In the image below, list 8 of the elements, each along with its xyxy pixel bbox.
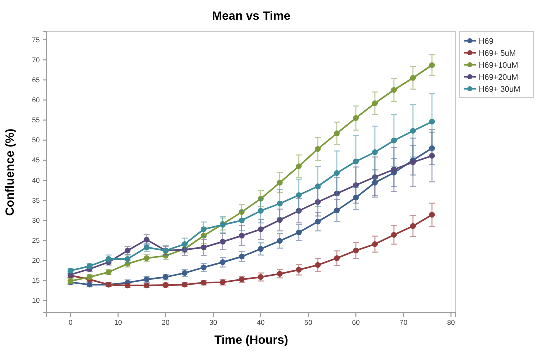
chart-title: Mean vs Time bbox=[212, 9, 292, 23]
legend-label: H69 bbox=[479, 37, 494, 46]
x-axis-title: Time (Hours) bbox=[214, 333, 288, 347]
legend-label: H69+ 30uM bbox=[479, 85, 521, 94]
y-axis-title: Confluence (%) bbox=[3, 128, 17, 216]
legend-label: H69+10uM bbox=[479, 61, 519, 70]
legend-label: H69+20uM bbox=[479, 73, 519, 82]
legend-label: H69+ 5uM bbox=[479, 49, 516, 58]
